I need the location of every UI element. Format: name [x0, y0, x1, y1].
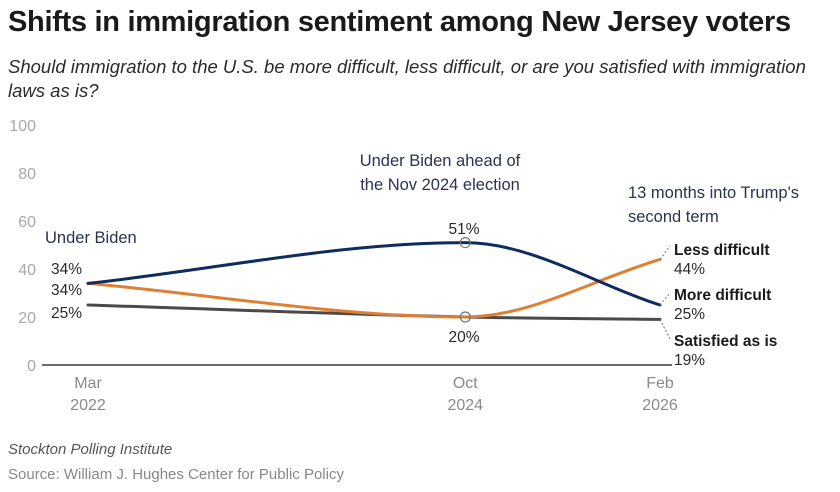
- series-label-value: 25%: [674, 306, 705, 323]
- series-label-name: Satisfied as is: [674, 333, 777, 350]
- series-line-more-difficult: [86, 241, 662, 307]
- series-label-name: Less difficult: [674, 242, 770, 259]
- point-label: 20%: [448, 329, 479, 346]
- x-tick-month: Mar: [74, 375, 102, 392]
- annotation-text: the Nov 2024 election: [360, 176, 520, 194]
- y-tick-label: 100: [9, 118, 36, 135]
- y-tick-label: 40: [18, 262, 36, 279]
- chart-title: Shifts in immigration sentiment among Ne…: [8, 6, 791, 38]
- point-label: 51%: [448, 221, 479, 238]
- annotation-text: Under Biden ahead of: [360, 152, 521, 170]
- series-label-value: 19%: [674, 352, 705, 369]
- point-marker: [459, 311, 471, 323]
- point-label: 34%: [51, 261, 82, 278]
- x-tick-year: 2026: [642, 397, 678, 414]
- y-tick-label: 60: [18, 214, 36, 231]
- y-tick-label: 20: [18, 310, 36, 327]
- point-labels: 34% 34% 25% 51% 20%: [51, 221, 480, 346]
- leader-line: [659, 245, 671, 260]
- series-line-less-difficult: [86, 257, 662, 319]
- y-axis: 0 20 40 60 80 100: [9, 118, 36, 375]
- point-label: 25%: [51, 305, 82, 322]
- point-markers: [459, 237, 471, 323]
- footer-source: Source: William J. Hughes Center for Pub…: [8, 466, 344, 483]
- series-lines: [86, 241, 662, 321]
- point-marker: [459, 237, 471, 249]
- x-axis-ticks: Mar 2022 Oct 2024 Feb 2026: [70, 375, 678, 414]
- series-label-name: More difficult: [674, 287, 771, 304]
- chart-subtitle: Should immigration to the U.S. be more d…: [8, 56, 806, 101]
- y-tick-label: 80: [18, 166, 36, 183]
- footer-note: Stockton Polling Institute: [8, 441, 173, 458]
- x-tick-year: 2024: [447, 397, 483, 414]
- annotation-text: second term: [628, 208, 719, 226]
- x-tick-month: Feb: [646, 375, 674, 392]
- series-labels: Less difficult 44% More difficult 25% Satisf…: [659, 242, 777, 369]
- x-tick-month: Oct: [453, 375, 478, 392]
- annotations: Under Biden Under Biden ahead of the Nov 2…: [45, 152, 799, 247]
- series-label-value: 44%: [674, 261, 705, 278]
- leader-line: [659, 292, 671, 306]
- point-label: 34%: [51, 282, 82, 299]
- leader-line: [659, 319, 671, 340]
- annotation-text: Under Biden: [45, 229, 137, 247]
- y-tick-label: 0: [27, 358, 36, 375]
- x-tick-year: 2022: [70, 397, 106, 414]
- annotation-text: 13 months into Trump's: [628, 184, 799, 202]
